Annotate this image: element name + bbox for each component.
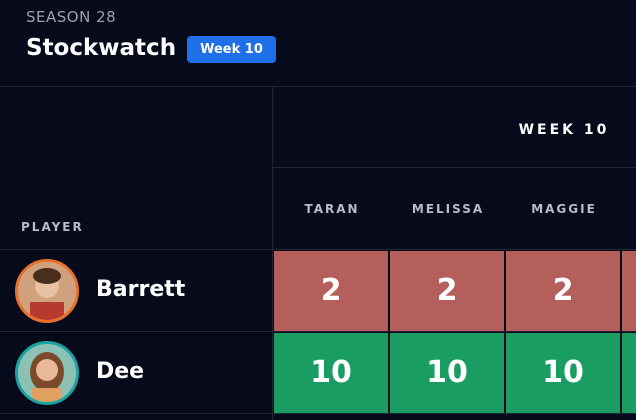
table-cell: 10 — [506, 333, 620, 413]
divider — [0, 249, 636, 250]
column-header: MELISSA — [411, 202, 485, 216]
column-header: TARAN — [304, 202, 360, 216]
table-cell: 2 — [506, 251, 620, 331]
divider — [0, 413, 636, 414]
divider — [0, 331, 636, 332]
avatar-image — [18, 262, 76, 320]
group-header: WEEK 10 — [518, 122, 610, 138]
avatar — [15, 259, 79, 323]
page-title: Stockwatch — [26, 35, 177, 61]
player-header: PLAYER — [21, 220, 84, 234]
season-label: SEASON 28 — [26, 8, 117, 26]
table-cell: 10 — [390, 333, 504, 413]
table-cell: 2 — [274, 251, 388, 331]
table-cell — [622, 251, 636, 331]
player-name: Dee — [96, 359, 145, 384]
week-badge[interactable]: Week 10 — [187, 36, 276, 63]
column-header: MAGGIE — [531, 202, 597, 216]
divider — [0, 86, 636, 87]
avatar — [15, 341, 79, 405]
table-cell: 2 — [390, 251, 504, 331]
table-cell: 10 — [274, 333, 388, 413]
avatar-image — [18, 344, 76, 402]
player-name: Barrett — [96, 277, 186, 302]
divider — [273, 167, 636, 168]
table-cell — [622, 333, 636, 413]
divider — [272, 86, 273, 420]
